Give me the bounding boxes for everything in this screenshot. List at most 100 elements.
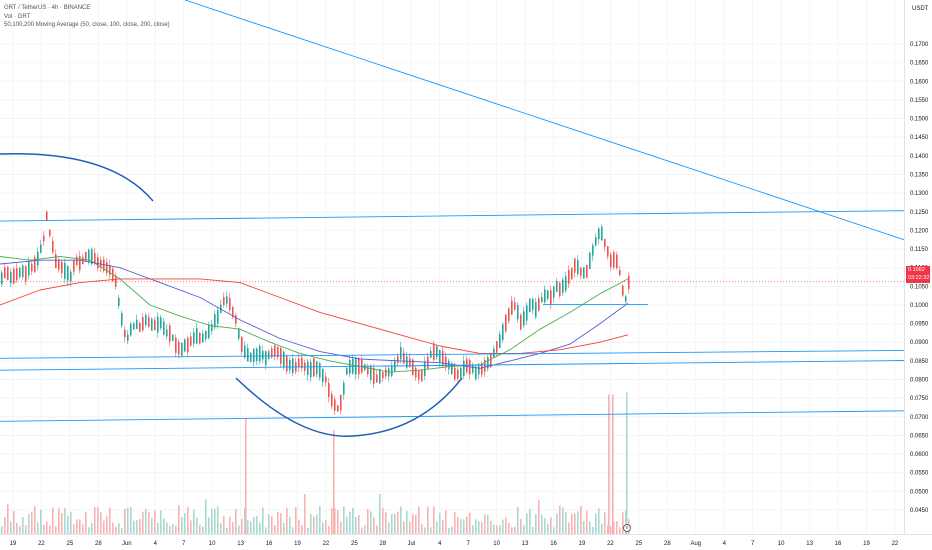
candle-body[interactable] <box>403 352 405 364</box>
candle-body[interactable] <box>289 359 291 371</box>
candle-body[interactable] <box>508 308 510 321</box>
candle-body[interactable] <box>580 267 582 276</box>
candle-body[interactable] <box>523 311 525 326</box>
candle-body[interactable] <box>346 367 348 375</box>
candle-body[interactable] <box>136 319 138 329</box>
candle-body[interactable] <box>205 330 207 340</box>
candle-body[interactable] <box>472 364 474 373</box>
candle-body[interactable] <box>550 290 552 305</box>
candle-body[interactable] <box>412 359 414 376</box>
candle-body[interactable] <box>601 226 603 241</box>
candle-body[interactable] <box>244 345 246 358</box>
candle-body[interactable] <box>187 337 189 353</box>
candle-body[interactable] <box>10 271 12 284</box>
arc-cup[interactable] <box>235 377 463 437</box>
candle-body[interactable] <box>193 332 195 344</box>
candle-body[interactable] <box>373 367 375 384</box>
candle-body[interactable] <box>424 361 426 377</box>
candle-body[interactable] <box>196 328 198 344</box>
candle-body[interactable] <box>559 282 561 296</box>
candle-body[interactable] <box>25 266 27 282</box>
candle-body[interactable] <box>337 405 339 412</box>
candle-body[interactable] <box>562 279 564 293</box>
candle-body[interactable] <box>121 313 123 326</box>
candle-body[interactable] <box>598 228 600 240</box>
candle-body[interactable] <box>109 265 111 275</box>
candle-body[interactable] <box>553 286 555 298</box>
candle-body[interactable] <box>7 266 9 281</box>
candle-body[interactable] <box>268 351 270 359</box>
candle-body[interactable] <box>274 345 276 357</box>
candle-body[interactable] <box>532 298 534 310</box>
candle-body[interactable] <box>433 343 435 360</box>
candle-body[interactable] <box>130 324 132 336</box>
candle-body[interactable] <box>457 369 459 379</box>
price-axis[interactable]: 0.1700 0.1650 0.1600 0.1550 0.1500 0.1450 0.14… <box>910 42 929 514</box>
drawing-tools[interactable] <box>0 0 904 437</box>
candle-body[interactable] <box>415 367 417 378</box>
candle-body[interactable] <box>16 268 18 281</box>
candle-body[interactable] <box>226 296 228 304</box>
candle-body[interactable] <box>67 265 69 281</box>
candle-body[interactable] <box>379 369 381 384</box>
candle-body[interactable] <box>628 275 630 289</box>
candle-body[interactable] <box>106 262 108 274</box>
candle-body[interactable] <box>139 323 141 332</box>
candle-body[interactable] <box>46 211 48 221</box>
candle-body[interactable] <box>217 309 219 324</box>
candle-body[interactable] <box>301 357 303 369</box>
candle-body[interactable] <box>85 251 87 262</box>
time-axis[interactable]: 19 22 25 28 Jun 4 7 10 13 16 19 22 25 28 Jul 4 7 10 13 16 19… <box>10 541 899 547</box>
candle-body[interactable] <box>94 253 96 264</box>
candle-body[interactable] <box>451 363 453 375</box>
candle-body[interactable] <box>238 328 240 339</box>
candle-body[interactable] <box>235 315 237 324</box>
trendline-resistance[interactable] <box>0 210 904 222</box>
candle-body[interactable] <box>178 341 180 355</box>
candle-body[interactable] <box>622 285 624 296</box>
candle-body[interactable] <box>64 262 66 279</box>
candle-body[interactable] <box>583 267 585 279</box>
candle-body[interactable] <box>40 244 42 253</box>
candle-body[interactable] <box>172 334 174 341</box>
candle-body[interactable] <box>481 363 483 375</box>
candle-body[interactable] <box>160 317 162 329</box>
candle-body[interactable] <box>265 351 267 366</box>
candle-body[interactable] <box>406 356 408 368</box>
candle-body[interactable] <box>322 368 324 382</box>
candle-body[interactable] <box>127 334 129 341</box>
candle-body[interactable] <box>541 296 543 303</box>
candle-body[interactable] <box>400 347 402 360</box>
candle-body[interactable] <box>502 324 504 340</box>
candle-body[interactable] <box>49 229 51 236</box>
candle-body[interactable] <box>88 249 90 263</box>
candle-body[interactable] <box>385 369 387 377</box>
trendline-support-lower[interactable] <box>0 360 904 371</box>
candle-body[interactable] <box>157 316 159 333</box>
candle-body[interactable] <box>589 252 591 269</box>
candle-body[interactable] <box>577 260 579 275</box>
candle-body[interactable] <box>397 356 399 364</box>
candle-body[interactable] <box>511 300 513 315</box>
candle-body[interactable] <box>19 268 21 277</box>
candle-body[interactable] <box>37 251 39 266</box>
candle-body[interactable] <box>409 358 411 367</box>
candle-body[interactable] <box>487 357 489 369</box>
candle-body[interactable] <box>325 376 327 383</box>
candle-body[interactable] <box>250 352 252 362</box>
candle-body[interactable] <box>22 265 24 277</box>
symbol-title[interactable]: GRT / TetherUS · 4h · BINANCE <box>4 5 91 11</box>
currency-label[interactable]: USDT <box>912 6 929 12</box>
candle-body[interactable] <box>190 336 192 346</box>
candle-body[interactable] <box>328 382 330 397</box>
candle-body[interactable] <box>118 297 120 306</box>
candle-body[interactable] <box>505 314 507 332</box>
candle-body[interactable] <box>454 367 456 380</box>
candle-body[interactable] <box>484 359 486 372</box>
trendline-support-upper[interactable] <box>0 349 904 359</box>
candle-body[interactable] <box>91 248 93 264</box>
candle-body[interactable] <box>55 254 57 268</box>
candle-body[interactable] <box>439 349 441 363</box>
candle-body[interactable] <box>460 368 462 378</box>
